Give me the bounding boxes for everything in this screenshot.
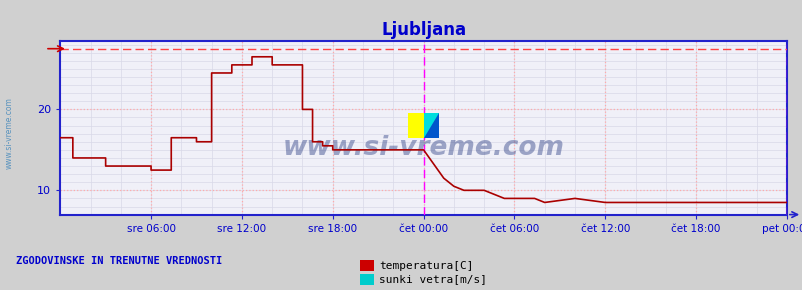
Text: www.si-vreme.com: www.si-vreme.com [5, 97, 14, 169]
Text: sunki vetra[m/s]: sunki vetra[m/s] [379, 274, 486, 284]
Bar [423, 113, 438, 138]
Text: temperatura[C]: temperatura[C] [379, 261, 473, 271]
Text: ZGODOVINSKE IN TRENUTNE VREDNOSTI: ZGODOVINSKE IN TRENUTNE VREDNOSTI [16, 256, 222, 266]
Title: Ljubljana: Ljubljana [380, 21, 466, 39]
Polygon shape [423, 113, 438, 138]
Bar [408, 113, 423, 138]
Text: www.si-vreme.com: www.si-vreme.com [282, 135, 564, 162]
